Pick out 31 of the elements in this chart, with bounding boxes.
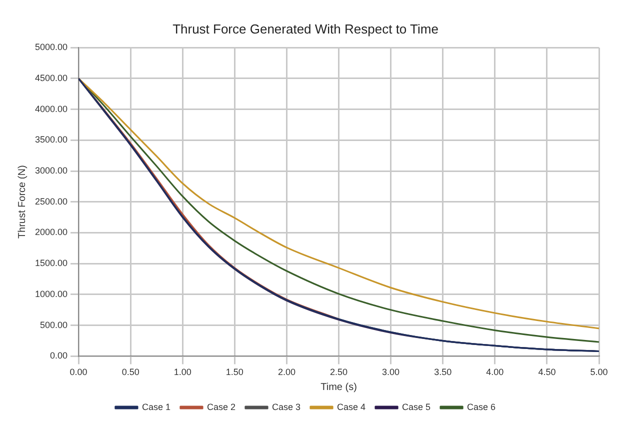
y-tick-label: 4500.00 bbox=[34, 72, 68, 83]
legend-label: Case 1 bbox=[142, 402, 170, 412]
x-tick-label: 3.50 bbox=[434, 367, 452, 378]
y-tick-label: 2000.00 bbox=[34, 227, 68, 238]
y-tick-label: 1500.00 bbox=[34, 258, 68, 268]
legend-label: Case 3 bbox=[272, 402, 301, 412]
legend-label: Case 2 bbox=[206, 402, 236, 412]
legend-label: Case 4 bbox=[337, 402, 366, 412]
y-tick-label: 5000.00 bbox=[34, 42, 68, 52]
y-tick-label: 1000.00 bbox=[34, 288, 68, 299]
x-tick-label: 3.00 bbox=[382, 367, 400, 378]
x-tick-label: 1.50 bbox=[226, 367, 244, 378]
y-tick-label: 3500.00 bbox=[34, 134, 68, 145]
chart-title: Thrust Force Generated With Respect to Time bbox=[172, 21, 438, 36]
x-tick-label: 2.50 bbox=[330, 367, 348, 378]
y-tick-label: 0.00 bbox=[50, 350, 68, 361]
legend-label: Case 5 bbox=[402, 402, 431, 412]
y-tick-label: 4000.00 bbox=[34, 104, 68, 114]
y-tick-label: 500.00 bbox=[40, 320, 68, 330]
x-tick-label: 0.50 bbox=[122, 367, 140, 378]
x-tick-label: 4.00 bbox=[486, 367, 504, 378]
x-tick-label: 2.00 bbox=[278, 367, 296, 378]
x-axis-title: Time (s) bbox=[320, 382, 357, 393]
y-axis-title: Thrust Force (N) bbox=[16, 165, 28, 239]
legend-label: Case 6 bbox=[467, 402, 496, 412]
x-tick-label: 4.50 bbox=[538, 367, 556, 378]
y-tick-label: 3000.00 bbox=[34, 166, 68, 176]
x-tick-label: 0.00 bbox=[70, 367, 88, 378]
y-tick-label: 2500.00 bbox=[34, 196, 68, 206]
x-tick-label: 5.00 bbox=[590, 367, 608, 378]
x-tick-label: 1.00 bbox=[174, 367, 192, 378]
